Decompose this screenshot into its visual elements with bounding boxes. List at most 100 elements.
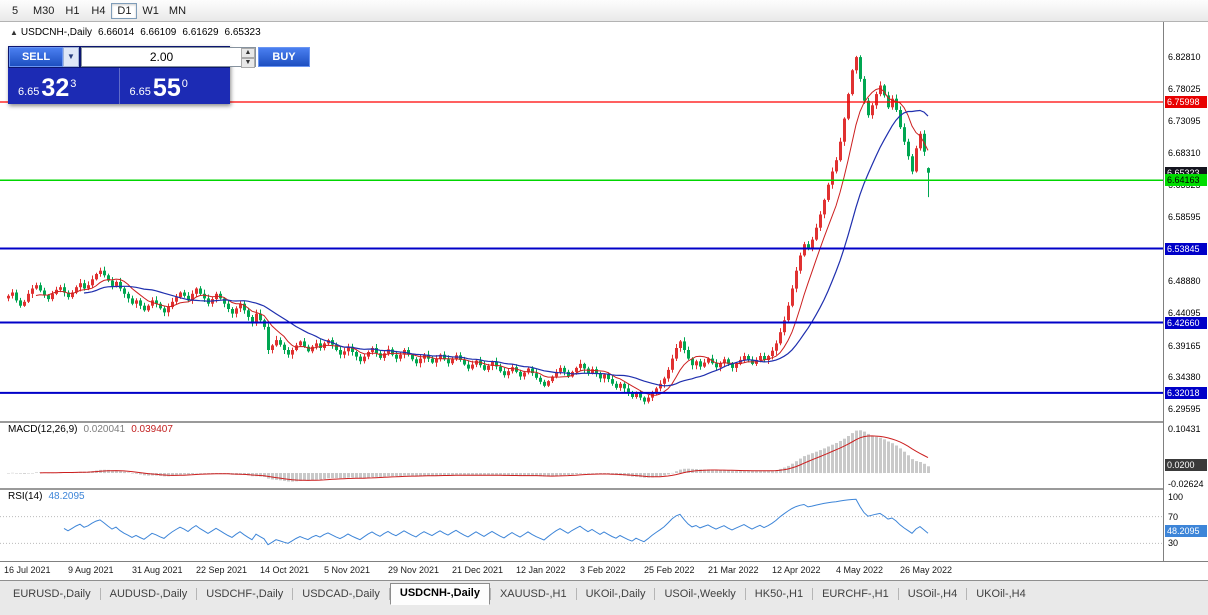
one-click-trading-panel: SELL ▼ ▲ ▼ BUY 6.65 32 3 6.65 55 0 (8, 46, 310, 104)
timeframe-button-h4[interactable]: H4 (91, 4, 106, 17)
date-tick-label: 16 Jul 2021 (4, 565, 51, 575)
ohlc-close: 6.65323 (224, 27, 261, 38)
buy-price-big: 55 (152, 74, 181, 102)
date-tick-label: 21 Mar 2022 (708, 565, 759, 575)
date-tick-label: 22 Sep 2021 (196, 565, 248, 575)
timeframe-button-mn[interactable]: MN (168, 4, 187, 17)
date-tick-label: 12 Apr 2022 (772, 565, 821, 575)
tab-separator (388, 588, 390, 600)
chart-tab-bar: EURUSD-,Daily AUDUSD-,Daily USDCHF-,Daily U… (0, 580, 1208, 615)
chart-tab-usdcnh-daily[interactable]: USDCNH-,Daily (389, 583, 490, 605)
rsi-current-label: 48.2095 (1165, 525, 1207, 537)
chart-tab-usdcad-daily[interactable]: USDCAD-,Daily (302, 587, 380, 600)
chart-tab-ukoil-h4[interactable]: UKOil-,H4 (976, 587, 1026, 600)
timeframe-button-5[interactable]: 5 (11, 4, 19, 17)
chart-tab-usoil-weekly[interactable]: USOil-,Weekly (664, 587, 736, 600)
price-tick-label: 6.48880 (1168, 276, 1201, 286)
chart-tab-usoil-h4[interactable]: USOil-,H4 (907, 587, 958, 600)
date-tick-label: 14 Oct 2021 (260, 565, 310, 575)
timeframe-toolbar: 5 M30 H1 H4 D1 W1 MN (0, 0, 1208, 22)
date-tick-label: 4 May 2022 (836, 565, 884, 575)
tab-separator (744, 588, 746, 600)
rsi-tick-label: 30 (1168, 538, 1179, 548)
chart-title: USDCNH-,Daily (20, 27, 93, 38)
price-highlight-label-green: 6.64163 (1165, 174, 1207, 186)
chart-tab-audusd-daily[interactable]: AUDUSD-,Daily (109, 587, 188, 600)
rsi-indicator-header: RSI(14) 48.2095 (8, 491, 85, 502)
tab-separator (966, 588, 968, 600)
price-axis[interactable]: 6.828106.780256.730956.683106.635256.585… (1163, 22, 1208, 561)
symbol-arrow-icon: ▲ (10, 28, 18, 37)
sell-price-big: 32 (41, 74, 70, 102)
timeframe-button-m30[interactable]: M30 (33, 4, 55, 17)
buy-price-sup: 0 (181, 78, 188, 90)
volume-stepper: ▲ ▼ (241, 48, 255, 68)
tab-separator (196, 588, 198, 600)
macd-indicator-header: MACD(12,26,9) 0.020041 0.039407 (8, 424, 173, 435)
date-tick-label: 12 Jan 2022 (516, 565, 566, 575)
rsi-line (63, 498, 929, 546)
chart-tab-strip: EURUSD-,Daily AUDUSD-,Daily USDCHF-,Daily U… (4, 583, 1208, 605)
chart-tab-ukoil-daily[interactable]: UKOil-,Daily (585, 587, 646, 600)
price-tick-label: 6.44095 (1168, 308, 1201, 318)
sell-price-prefix: 6.65 (18, 86, 40, 98)
pane-separator[interactable] (0, 488, 1208, 490)
price-tick-label: 6.78025 (1168, 84, 1201, 94)
ohlc-open: 6.66014 (98, 27, 135, 38)
rsi-tick-label: 100 (1168, 492, 1184, 502)
rsi-value: 48.2095 (48, 491, 85, 502)
tab-separator (99, 588, 101, 600)
price-highlight-label-blue: 6.42660 (1165, 317, 1207, 329)
chart-tab-eurusd-daily[interactable]: EURUSD-,Daily (13, 587, 91, 600)
volume-input[interactable] (82, 48, 241, 66)
date-tick-label: 25 Feb 2022 (644, 565, 695, 575)
ma-slow-line (83, 109, 929, 387)
buy-button[interactable]: BUY (258, 47, 310, 67)
pane-separator[interactable] (0, 421, 1208, 423)
chart-ohlc-header: ▲ USDCNH-,Daily 6.66014 6.66109 6.61629 6.653… (10, 27, 261, 38)
rsi-label: RSI(14) (8, 491, 43, 502)
tab-separator (489, 588, 491, 600)
price-tick-label: 6.34380 (1168, 372, 1201, 382)
date-tick-label: 26 May 2022 (900, 565, 953, 575)
volume-increase-button[interactable]: ▲ (241, 48, 255, 58)
buy-price-prefix: 6.65 (129, 86, 151, 98)
date-tick-label: 3 Feb 2022 (580, 565, 626, 575)
timeframe-button-d1[interactable]: D1 (111, 2, 138, 19)
chart-tab-hk50-h1[interactable]: HK50-,H1 (754, 587, 804, 600)
ohlc-high: 6.66109 (140, 27, 177, 38)
date-tick-label: 5 Nov 2021 (324, 565, 371, 575)
sell-price-display: 6.65 32 3 (8, 68, 120, 104)
timeframe-button-h1[interactable]: H1 (65, 4, 80, 17)
date-tick-label: 29 Nov 2021 (388, 565, 440, 575)
date-tick-label: 21 Dec 2021 (452, 565, 504, 575)
tab-separator (575, 588, 577, 600)
chart-tab-xauusd-h1[interactable]: XAUUSD-,H1 (499, 587, 567, 600)
chevron-down-icon: ▼ (67, 52, 75, 61)
date-tick-label: 31 Aug 2021 (132, 565, 183, 575)
macd-current-label: 0.0200 (1165, 459, 1207, 471)
timeframe-button-w1[interactable]: W1 (142, 4, 159, 17)
buy-price-display: 6.65 55 0 (120, 68, 231, 104)
macd-histogram (7, 430, 930, 482)
time-axis[interactable]: 16 Jul 2021 9 Aug 2021 31 Aug 2021 22 Sep 2… (0, 561, 1208, 580)
macd-tick-label: 0.10431 (1168, 424, 1201, 434)
chart-tab-eurchf-h1[interactable]: EURCHF-,H1 (822, 587, 889, 600)
chart-tab-usdchf-daily[interactable]: USDCHF-,Daily (206, 587, 284, 600)
tab-separator (654, 588, 656, 600)
ohlc-low: 6.61629 (182, 27, 219, 38)
sell-button[interactable]: SELL (9, 47, 63, 67)
tab-separator (292, 588, 294, 600)
tab-separator (897, 588, 899, 600)
order-type-dropdown[interactable]: ▼ (63, 47, 79, 67)
macd-signal-line (39, 435, 929, 481)
sell-price-sup: 3 (70, 78, 77, 90)
price-chart[interactable] (0, 22, 1163, 561)
price-tick-label: 6.29595 (1168, 404, 1201, 414)
macd-tick-label: -0.02624 (1168, 479, 1204, 489)
volume-decrease-button[interactable]: ▼ (241, 58, 255, 68)
ma-fast-line (35, 87, 929, 396)
date-tick-label: 9 Aug 2021 (68, 565, 114, 575)
macd-main-value: 0.020041 (83, 424, 126, 435)
